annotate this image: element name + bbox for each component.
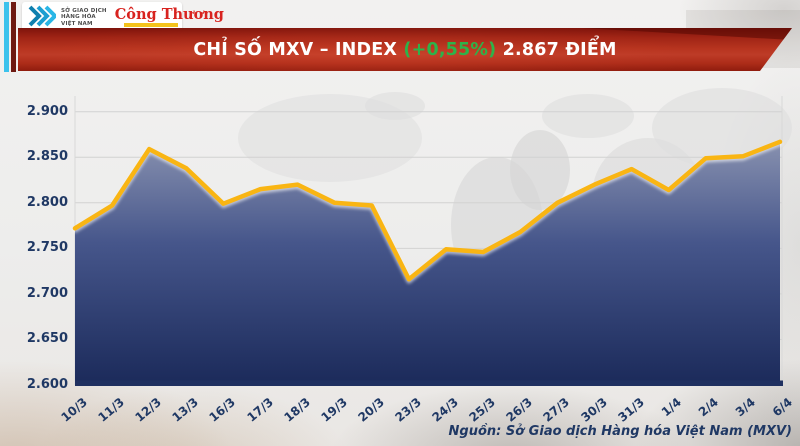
x-axis-baseline xyxy=(75,380,783,386)
title-banner: CHỈ SỐ MXV – INDEX (+0,55%) 2.867 ĐIỂM xyxy=(18,28,792,71)
congthuong-logo: Công Thương xyxy=(112,7,224,27)
index-area-fill xyxy=(75,141,780,385)
y-axis-label: 2.650 xyxy=(26,331,68,347)
world-map-blob xyxy=(365,92,425,120)
world-map-blob xyxy=(542,94,634,138)
y-axis-label: 2.850 xyxy=(26,149,68,165)
accent-bar-cyan xyxy=(4,2,9,72)
mxv-chevron-logo-icon xyxy=(28,5,58,31)
logo-box: SỞ GIAO DỊCH HÀNG HÓA VIỆT NAM Công Thươ… xyxy=(22,2,224,33)
y-axis-label: 2.800 xyxy=(26,194,68,210)
world-map-blob xyxy=(652,88,792,168)
index-value: 2.867 ĐIỂM xyxy=(496,39,617,60)
index-line xyxy=(72,139,783,282)
y-axis-label: 2.900 xyxy=(26,103,68,119)
y-axis-label: 2.600 xyxy=(26,377,68,392)
source-credit: Nguồn: Sở Giao dịch Hàng hóa Việt Nam (M… xyxy=(448,424,792,439)
index-change-percent: (+0,55%) xyxy=(403,39,497,60)
chart-title: CHỈ SỐ MXV – INDEX (+0,55%) 2.867 ĐIỂM xyxy=(193,39,617,60)
accent-bar-maroon xyxy=(11,2,16,72)
world-map-blob xyxy=(510,130,570,210)
y-axis-label: 2.750 xyxy=(26,240,68,256)
mxv-logo-text: SỞ GIAO DỊCH HÀNG HÓA VIỆT NAM xyxy=(61,7,107,27)
y-axis-label: 2.700 xyxy=(26,285,68,301)
congthuong-tagline-strip xyxy=(123,23,178,27)
